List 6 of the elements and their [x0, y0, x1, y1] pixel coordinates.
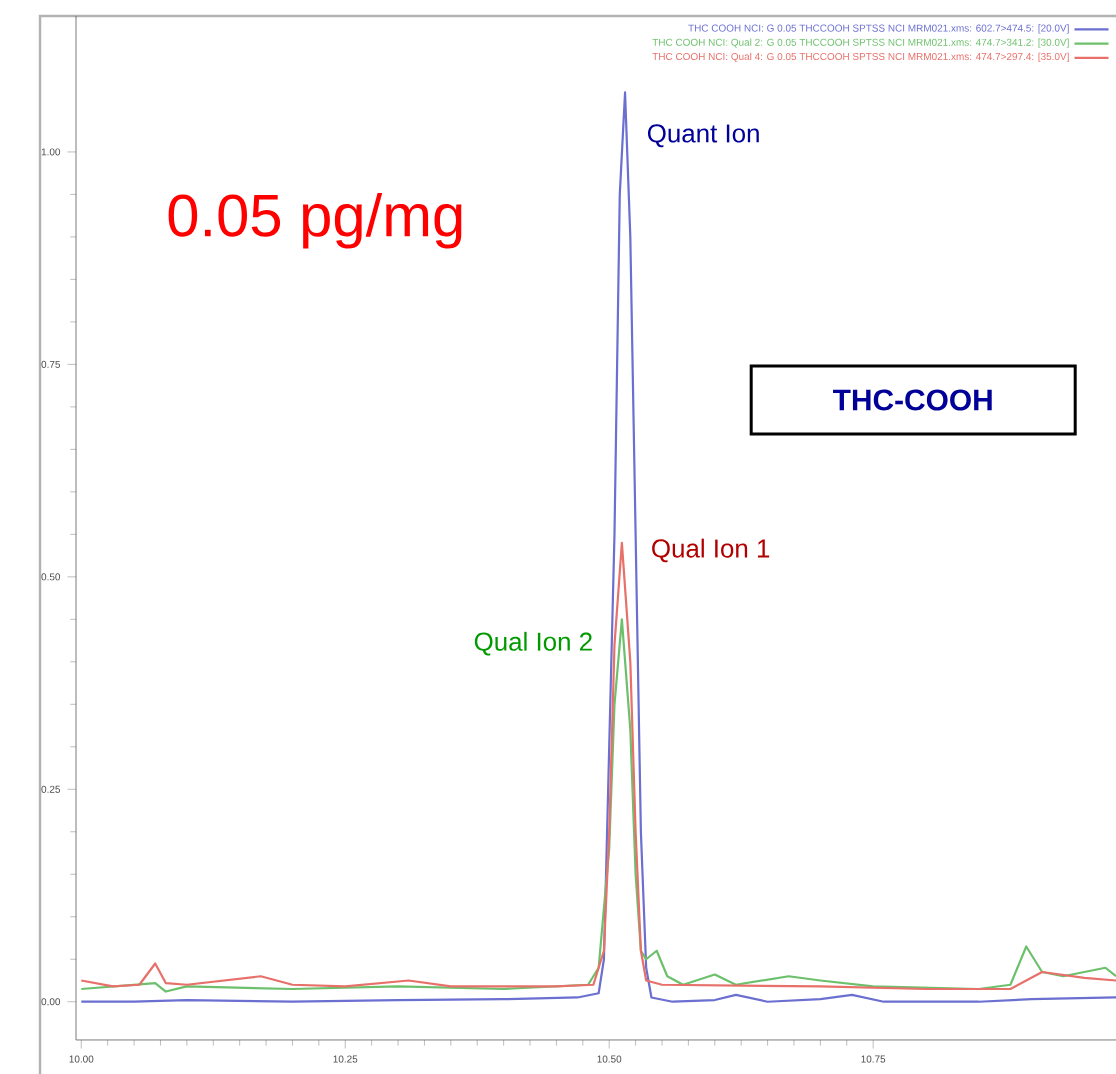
annotation: THC-COOH [833, 389, 992, 411]
line-series [80, 541, 1116, 991]
annotation: Quant Ion [647, 124, 759, 148]
annotation: 0.05 pg/mg [168, 192, 462, 249]
annotation: Qual Ion 1 [652, 538, 770, 563]
annotation: Qual Ion 2 [474, 631, 592, 656]
